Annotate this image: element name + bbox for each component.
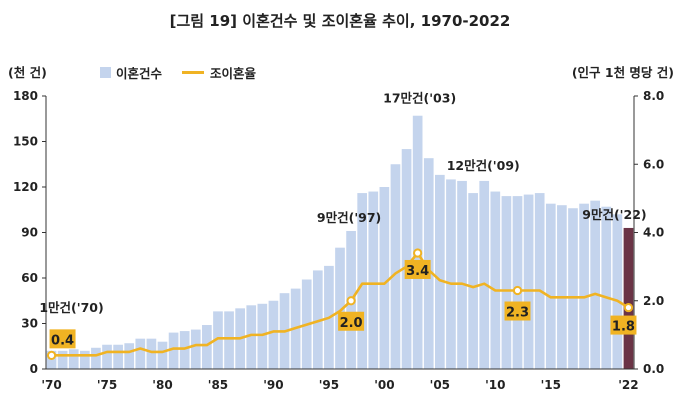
right-tick-label: 6.0 <box>643 157 664 171</box>
bar-1998 <box>357 193 368 369</box>
bar-2020 <box>601 206 612 369</box>
bar-1982 <box>179 331 190 369</box>
count-annotation-2022: 9만건('22) <box>582 207 646 222</box>
left-tick-label: 30 <box>21 317 38 331</box>
bar-1977 <box>124 343 135 369</box>
bar-1985 <box>213 311 223 369</box>
x-tick-label: '85 <box>208 378 228 392</box>
chart-title: [그림 19] 이혼건수 및 조이혼율 추이, 1970-2022 <box>169 12 511 30</box>
left-tick-label: 90 <box>21 226 38 240</box>
rate-label-2012: 2.3 <box>506 306 529 321</box>
x-tick-label: '22 <box>618 378 638 392</box>
right-axis-unit: (인구 1천 명당 건) <box>571 65 674 80</box>
left-tick-label: 0 <box>30 362 38 376</box>
bar-1972 <box>68 349 79 369</box>
bar-2014 <box>534 193 545 369</box>
bar-1973 <box>79 350 90 369</box>
rate-marker-2012 <box>512 285 523 296</box>
x-tick-label: '10 <box>485 378 505 392</box>
bar-1975 <box>102 344 112 369</box>
rate-label-box-1997 <box>338 311 365 331</box>
rate-label-1970: 0.4 <box>51 333 74 348</box>
bar-2001 <box>390 164 401 369</box>
legend-label-rate: 조이혼율 <box>210 66 257 81</box>
bar-1999 <box>368 191 379 369</box>
bar-2015 <box>545 203 556 369</box>
legend-swatch-count <box>100 67 111 78</box>
x-tick-label: '80 <box>152 378 172 392</box>
bar-2017 <box>568 208 578 369</box>
left-tick-label: 180 <box>13 89 38 103</box>
legend-swatch-rate <box>182 71 205 74</box>
bar-1986 <box>224 311 234 369</box>
rate-label-2022: 1.8 <box>612 320 635 335</box>
x-tick-label: '75 <box>97 378 117 392</box>
bar-2006 <box>446 179 456 369</box>
bar-2013 <box>523 194 534 369</box>
bar-1990 <box>268 300 279 369</box>
x-tick-label: '15 <box>541 378 561 392</box>
bar-2003 <box>412 115 423 369</box>
count-annotation-2009: 12만건('09) <box>447 158 520 173</box>
bar-2009 <box>479 180 490 369</box>
x-tick-label: '90 <box>263 378 283 392</box>
left-tick-label: 120 <box>13 180 38 194</box>
bar-1981 <box>168 332 179 369</box>
bar-1994 <box>312 270 323 369</box>
rate-label-box-2003 <box>404 259 431 279</box>
legend: 이혼건수 조이혼율 <box>100 63 256 82</box>
bar-2022 <box>623 227 634 369</box>
bar-2007 <box>457 180 467 369</box>
bar-1974 <box>91 347 101 369</box>
count-annotation-2003: 17만건('03) <box>383 91 456 106</box>
rate-label-box-2012 <box>504 301 531 321</box>
bar-2010 <box>490 191 501 369</box>
left-tick-label: 150 <box>13 135 38 149</box>
right-tick-label: 0.0 <box>643 362 664 376</box>
count-annotation-1970: 1만건('70) <box>39 300 103 315</box>
bar-1996 <box>335 247 345 369</box>
bar-1989 <box>257 303 268 369</box>
bar-2005 <box>435 174 445 369</box>
bar-2011 <box>501 196 512 369</box>
rate-marker-1970 <box>46 350 57 360</box>
x-tick-label: '05 <box>430 378 450 392</box>
bar-2002 <box>401 149 412 369</box>
bar-1971 <box>57 350 68 369</box>
x-tick-label: '95 <box>319 378 339 392</box>
right-tick-label: 2.0 <box>643 294 664 308</box>
bar-2000 <box>379 187 390 369</box>
bar-1980 <box>157 341 168 369</box>
rate-line <box>51 251 630 357</box>
bar-2021 <box>612 214 623 369</box>
rate-marker-1997 <box>346 296 356 306</box>
rate-marker-2003 <box>413 248 423 258</box>
rate-label-2003: 3.4 <box>406 264 429 279</box>
bar-2016 <box>557 205 567 369</box>
left-tick-label: 60 <box>21 271 38 285</box>
bar-1978 <box>135 338 146 369</box>
bar-1976 <box>113 344 123 369</box>
bar-2018 <box>579 203 589 369</box>
bar-1983 <box>190 329 201 369</box>
bar-1984 <box>202 325 212 369</box>
right-tick-label: 8.0 <box>643 89 664 103</box>
bar-2008 <box>468 193 478 369</box>
left-axis-unit: (천 건) <box>8 65 47 80</box>
bar-1979 <box>146 338 157 369</box>
bar-2019 <box>590 200 601 369</box>
rate-label-box-2022 <box>610 315 637 335</box>
x-tick-label: '00 <box>374 378 394 392</box>
rate-label-box-1970 <box>49 329 76 349</box>
bar-1988 <box>246 305 257 369</box>
legend-label-count: 이혼건수 <box>116 66 163 81</box>
x-tick-label: '70 <box>41 378 61 392</box>
count-annotation-1997: 9만건('97) <box>317 210 381 225</box>
rate-label-1997: 2.0 <box>340 316 363 331</box>
rate-marker-2022 <box>623 302 634 313</box>
right-tick-label: 4.0 <box>643 226 664 240</box>
bar-2012 <box>512 196 523 369</box>
